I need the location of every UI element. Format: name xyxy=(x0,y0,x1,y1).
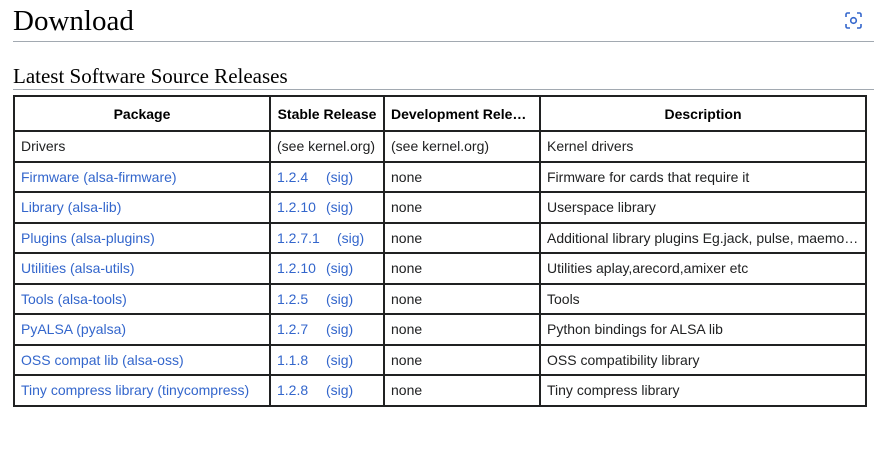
page-title: Download xyxy=(13,5,134,37)
version-link[interactable]: 1.2.7 xyxy=(277,321,309,338)
description-cell: Firmware for cards that require it xyxy=(539,160,867,193)
header-development-release: Development Release xyxy=(383,95,541,132)
signature-link[interactable]: (sig) xyxy=(326,382,354,399)
package-cell: Library (alsa-lib) xyxy=(13,191,271,224)
table-row: PyALSA (pyalsa) 1.2.7 (sig) none Python b… xyxy=(13,313,867,346)
table-row: Plugins (alsa-plugins) 1.2.7.1 (sig) none… xyxy=(13,221,867,254)
package-link[interactable]: Tiny compress library (tinycompress) xyxy=(21,382,250,399)
signature-link[interactable]: (sig) xyxy=(326,168,354,185)
section-heading-row: Latest Software Source Releases xyxy=(13,63,874,90)
version-link[interactable]: 1.2.10 xyxy=(277,199,316,216)
description-cell: Userspace library xyxy=(539,191,867,224)
package-link[interactable]: OSS compat lib (alsa-oss) xyxy=(21,351,184,368)
stable-cell: 1.2.7 (sig) xyxy=(269,313,385,346)
dev-cell: (see kernel.org) xyxy=(383,130,541,163)
stable-cell: 1.2.4 (sig) xyxy=(269,160,385,193)
releases-table: Package Stable Release Development Relea… xyxy=(13,95,867,407)
package-cell: Tiny compress library (tinycompress) xyxy=(13,374,271,407)
stable-cell: (see kernel.org) xyxy=(269,130,385,163)
table-row: Utilities (alsa-utils) 1.2.10 (sig) none … xyxy=(13,252,867,285)
description-cell: OSS compatibility library xyxy=(539,343,867,376)
stable-cell: 1.2.10 (sig) xyxy=(269,191,385,224)
table-row: Tools (alsa-tools) 1.2.5 (sig) none Tools xyxy=(13,282,867,315)
package-link[interactable]: PyALSA (pyalsa) xyxy=(21,321,127,338)
signature-link[interactable]: (sig) xyxy=(326,260,354,277)
version-link[interactable]: 1.2.7.1 xyxy=(277,229,320,246)
description-cell: Utilities aplay,arecord,amixer etc xyxy=(539,252,867,285)
version-link[interactable]: 1.2.10 xyxy=(277,260,316,277)
package-cell: OSS compat lib (alsa-oss) xyxy=(13,343,271,376)
dev-cell: none xyxy=(383,313,541,346)
package-link[interactable]: Tools (alsa-tools) xyxy=(21,290,127,307)
stable-cell: 1.2.8 (sig) xyxy=(269,374,385,407)
header-package: Package xyxy=(13,95,271,132)
stable-cell: 1.2.7.1 (sig) xyxy=(269,221,385,254)
signature-link[interactable]: (sig) xyxy=(326,351,354,368)
stable-cell: 1.2.5 (sig) xyxy=(269,282,385,315)
package-link[interactable]: Utilities (alsa-utils) xyxy=(21,260,135,277)
dev-cell: none xyxy=(383,374,541,407)
header-stable-release: Stable Release xyxy=(269,95,385,132)
package-cell: Plugins (alsa-plugins) xyxy=(13,221,271,254)
dev-cell: none xyxy=(383,252,541,285)
description-cell: Tiny compress library xyxy=(539,374,867,407)
package-link[interactable]: Plugins (alsa-plugins) xyxy=(21,229,155,246)
screenshot-focus-icon[interactable] xyxy=(845,12,862,29)
package-cell: PyALSA (pyalsa) xyxy=(13,313,271,346)
header-description: Description xyxy=(539,95,867,132)
package-cell: Drivers xyxy=(13,130,271,163)
package-link[interactable]: Library (alsa-lib) xyxy=(21,199,122,216)
package-cell: Utilities (alsa-utils) xyxy=(13,252,271,285)
content-area: Download Latest Software Source Releases… xyxy=(13,0,874,407)
stable-cell: 1.1.8 (sig) xyxy=(269,343,385,376)
table-row: Tiny compress library (tinycompress) 1.2… xyxy=(13,374,867,407)
dev-cell: none xyxy=(383,221,541,254)
section-title: Latest Software Source Releases xyxy=(13,64,288,88)
description-cell: Tools xyxy=(539,282,867,315)
signature-link[interactable]: (sig) xyxy=(326,290,354,307)
signature-link[interactable]: (sig) xyxy=(326,321,354,338)
package-cell: Firmware (alsa-firmware) xyxy=(13,160,271,193)
package-link[interactable]: Firmware (alsa-firmware) xyxy=(21,168,177,185)
description-cell: Python bindings for ALSA lib xyxy=(539,313,867,346)
heading-row: Download xyxy=(13,0,874,42)
table-row: Drivers (see kernel.org) (see kernel.org… xyxy=(13,130,867,163)
version-link[interactable]: 1.2.4 xyxy=(277,168,309,185)
signature-link[interactable]: (sig) xyxy=(326,199,354,216)
signature-link[interactable]: (sig) xyxy=(337,229,365,246)
package-cell: Tools (alsa-tools) xyxy=(13,282,271,315)
description-cell: Additional library plugins Eg.jack, puls… xyxy=(539,221,867,254)
table-row: Firmware (alsa-firmware) 1.2.4 (sig) none… xyxy=(13,160,867,193)
version-link[interactable]: 1.2.5 xyxy=(277,290,309,307)
version-link[interactable]: 1.2.8 xyxy=(277,382,309,399)
stable-cell: 1.2.10 (sig) xyxy=(269,252,385,285)
dev-cell: none xyxy=(383,160,541,193)
dev-cell: none xyxy=(383,343,541,376)
table-header-row: Package Stable Release Development Relea… xyxy=(13,95,867,132)
description-cell: Kernel drivers xyxy=(539,130,867,163)
dev-cell: none xyxy=(383,282,541,315)
table-row: OSS compat lib (alsa-oss) 1.1.8 (sig) non… xyxy=(13,343,867,376)
table-row: Library (alsa-lib) 1.2.10 (sig) none User… xyxy=(13,191,867,224)
dev-cell: none xyxy=(383,191,541,224)
version-link[interactable]: 1.1.8 xyxy=(277,351,309,368)
